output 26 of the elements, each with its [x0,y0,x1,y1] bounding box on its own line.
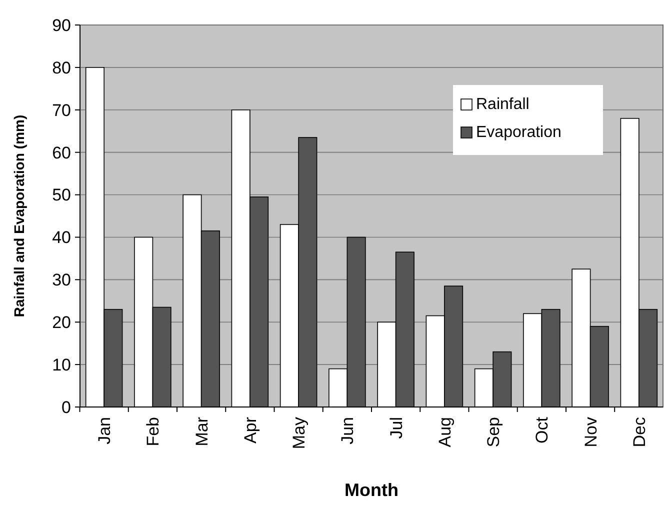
x-tick-label: Jan [95,417,114,444]
x-tick-label: Jun [338,417,358,444]
y-tick-label: 10 [52,356,71,375]
y-tick-label: 50 [52,186,71,205]
y-tick-label: 30 [52,270,71,290]
x-tick-label: Jul [386,417,406,439]
x-tick-label: Mar [192,416,212,446]
y-axis-title: Rainfall and Evaporation (mm) [11,114,27,318]
y-tick-label: 70 [52,100,71,120]
legend-label: Evaporation [476,124,562,141]
legend-label: Rainfall [476,96,530,113]
y-tick-label: 80 [52,58,71,78]
y-tick-label: 90 [52,16,71,35]
y-tick-label: 60 [52,143,71,162]
x-tick-label: Oct [532,416,552,444]
y-tick-label: 40 [52,228,71,248]
x-tick-label: May [290,416,309,450]
x-tick-label: Sep [484,417,504,448]
x-axis-title: Month [344,480,398,500]
y-tick-label: 0 [62,398,71,417]
x-tick-label: Apr [240,416,260,444]
x-tick-label: Feb [144,417,163,446]
x-tick-label: Dec [630,416,649,448]
x-tick-label: Aug [435,417,454,448]
x-tick-label: Nov [581,416,600,448]
y-tick-label: 20 [52,313,71,332]
